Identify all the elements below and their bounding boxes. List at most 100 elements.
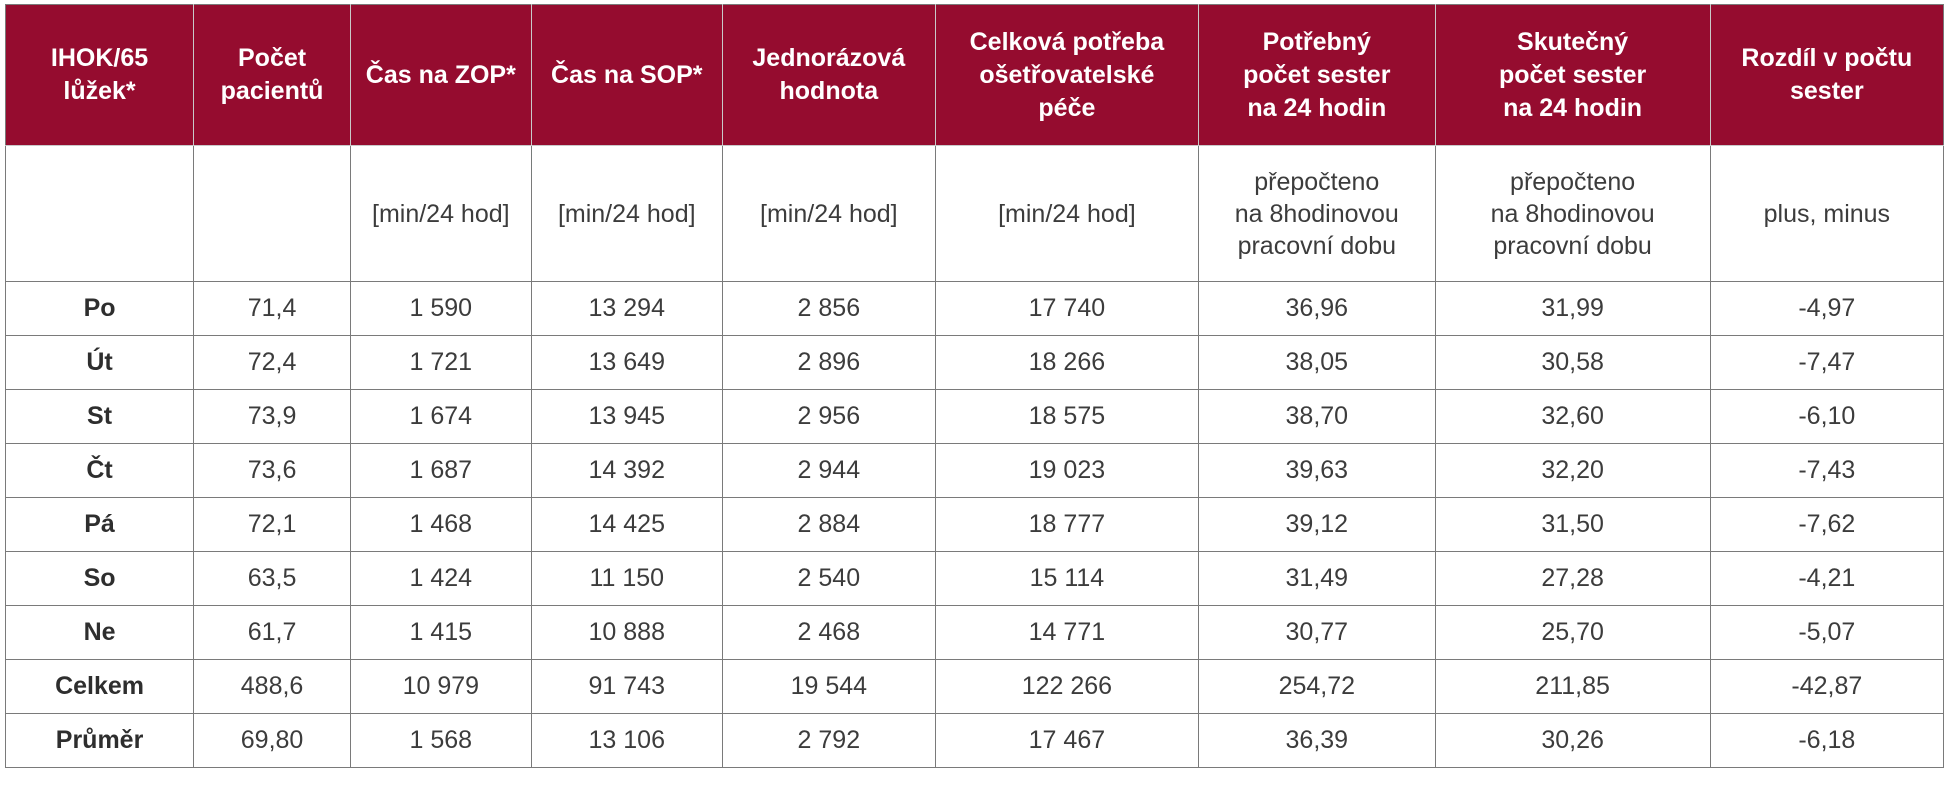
value-cell: 13 106: [530, 713, 723, 768]
header-row: IHOK/65 lůžek* Počet pacientů Čas na ZOP* Čas…: [4, 4, 1945, 146]
row-label-cell: St: [4, 389, 195, 444]
column-header-line: Počet: [238, 44, 307, 72]
column-header-line: Celková potřeba: [969, 27, 1165, 56]
row-label-cell: Po: [4, 281, 195, 336]
value-cell: 14 771: [934, 605, 1200, 660]
column-header-line: na 24 hodin: [1247, 93, 1387, 122]
value-cell: 91 743: [530, 659, 723, 714]
value-cell: 39,12: [1198, 497, 1436, 552]
unit-cell: [193, 145, 352, 282]
unit-line: na 8hodinovou: [1234, 199, 1399, 228]
unit-cell: [min/24 hod]: [721, 145, 936, 282]
value-cell: 30,26: [1434, 713, 1711, 768]
column-header-line: ošetřovatelské: [979, 60, 1155, 89]
row-label-cell: Celkem: [4, 659, 195, 714]
row-label-cell: So: [4, 551, 195, 606]
table-row: St 73,9 1 674 13 945 2 956 18 575 38,70 32,60 -6…: [4, 389, 1945, 444]
column-header: Rozdíl v počtu sester: [1709, 4, 1945, 146]
unit-line: [min/24 hod]: [557, 199, 696, 228]
value-cell: 14 425: [530, 497, 723, 552]
column-header-line: IHOK/65: [50, 44, 149, 72]
unit-cell: přepočteno na 8hodinovou pracovní dobu: [1198, 145, 1436, 282]
value-cell: 15 114: [934, 551, 1200, 606]
value-cell: -7,62: [1709, 497, 1945, 552]
column-header-line: hodnota: [779, 77, 879, 105]
value-cell: 2 944: [721, 443, 936, 498]
value-cell: 72,1: [193, 497, 352, 552]
row-label-cell: Pá: [4, 497, 195, 552]
value-cell: 17 740: [934, 281, 1200, 336]
value-cell: 30,58: [1434, 335, 1711, 390]
column-header: IHOK/65 lůžek*: [4, 4, 195, 146]
value-cell: 2 896: [721, 335, 936, 390]
table-row: Průměr 69,80 1 568 13 106 2 792 17 467 36,39 30…: [4, 713, 1945, 768]
table-row: Po 71,4 1 590 13 294 2 856 17 740 36,96 31,99 -4…: [4, 281, 1945, 336]
value-cell: 14 392: [530, 443, 723, 498]
column-header: Potřebný počet sester na 24 hodin: [1198, 4, 1436, 146]
value-cell: 18 266: [934, 335, 1200, 390]
value-cell: 2 540: [721, 551, 936, 606]
value-cell: 38,70: [1198, 389, 1436, 444]
unit-line: přepočteno: [1510, 167, 1636, 196]
column-header: Počet pacientů: [193, 4, 352, 146]
value-cell: 122 266: [934, 659, 1200, 714]
value-cell: 1 424: [350, 551, 532, 606]
value-cell: 30,77: [1198, 605, 1436, 660]
value-cell: 13 294: [530, 281, 723, 336]
value-cell: 38,05: [1198, 335, 1436, 390]
column-header-line: počet sester: [1498, 60, 1647, 89]
value-cell: 1 687: [350, 443, 532, 498]
value-cell: 1 415: [350, 605, 532, 660]
value-cell: 10 888: [530, 605, 723, 660]
value-cell: 71,4: [193, 281, 352, 336]
table-row: Čt 73,6 1 687 14 392 2 944 19 023 39,63 32,20 -7…: [4, 443, 1945, 498]
value-cell: 25,70: [1434, 605, 1711, 660]
value-cell: 2 956: [721, 389, 936, 444]
value-cell: 31,99: [1434, 281, 1711, 336]
value-cell: 11 150: [530, 551, 723, 606]
value-cell: -4,21: [1709, 551, 1945, 606]
table-row: Pá 72,1 1 468 14 425 2 884 18 777 39,12 31,50 -7…: [4, 497, 1945, 552]
value-cell: 13 649: [530, 335, 723, 390]
unit-line: pracovní dobu: [1237, 231, 1397, 260]
value-cell: -6,10: [1709, 389, 1945, 444]
value-cell: -4,97: [1709, 281, 1945, 336]
value-cell: 32,60: [1434, 389, 1711, 444]
value-cell: 19 544: [721, 659, 936, 714]
table-row: Ne 61,7 1 415 10 888 2 468 14 771 30,77 25,70 -5…: [4, 605, 1945, 660]
unit-cell: přepočteno na 8hodinovou pracovní dobu: [1434, 145, 1711, 282]
column-header-line: sester: [1790, 77, 1864, 105]
value-cell: 1 590: [350, 281, 532, 336]
column-header-line: péče: [1038, 93, 1096, 122]
unit-cell: [4, 145, 195, 282]
unit-line: [min/24 hod]: [998, 199, 1136, 228]
row-label-cell: Čt: [4, 443, 195, 498]
value-cell: 36,96: [1198, 281, 1436, 336]
nurse-staffing-table: IHOK/65 lůžek* Počet pacientů Čas na ZOP* Čas…: [4, 4, 1945, 768]
value-cell: 2 856: [721, 281, 936, 336]
unit-line: pracovní dobu: [1493, 231, 1652, 260]
unit-line: na 8hodinovou: [1490, 199, 1655, 228]
unit-line: přepočteno: [1254, 167, 1380, 196]
value-cell: 72,4: [193, 335, 352, 390]
unit-line: [min/24 hod]: [760, 199, 898, 228]
unit-cell: [min/24 hod]: [934, 145, 1200, 282]
row-label-cell: Ne: [4, 605, 195, 660]
value-cell: 13 945: [530, 389, 723, 444]
value-cell: 27,28: [1434, 551, 1711, 606]
value-cell: 10 979: [350, 659, 532, 714]
value-cell: 36,39: [1198, 713, 1436, 768]
row-label-cell: Út: [4, 335, 195, 390]
value-cell: 69,80: [193, 713, 352, 768]
value-cell: 73,9: [193, 389, 352, 444]
column-header-line: Čas na ZOP*: [365, 60, 516, 89]
unit-cell: [min/24 hod]: [350, 145, 532, 282]
row-label-cell: Průměr: [4, 713, 195, 768]
value-cell: 17 467: [934, 713, 1200, 768]
value-cell: 18 777: [934, 497, 1200, 552]
value-cell: 31,50: [1434, 497, 1711, 552]
value-cell: 32,20: [1434, 443, 1711, 498]
value-cell: 2 468: [721, 605, 936, 660]
column-header-line: pacientů: [220, 77, 324, 105]
unit-cell: plus, minus: [1709, 145, 1945, 282]
